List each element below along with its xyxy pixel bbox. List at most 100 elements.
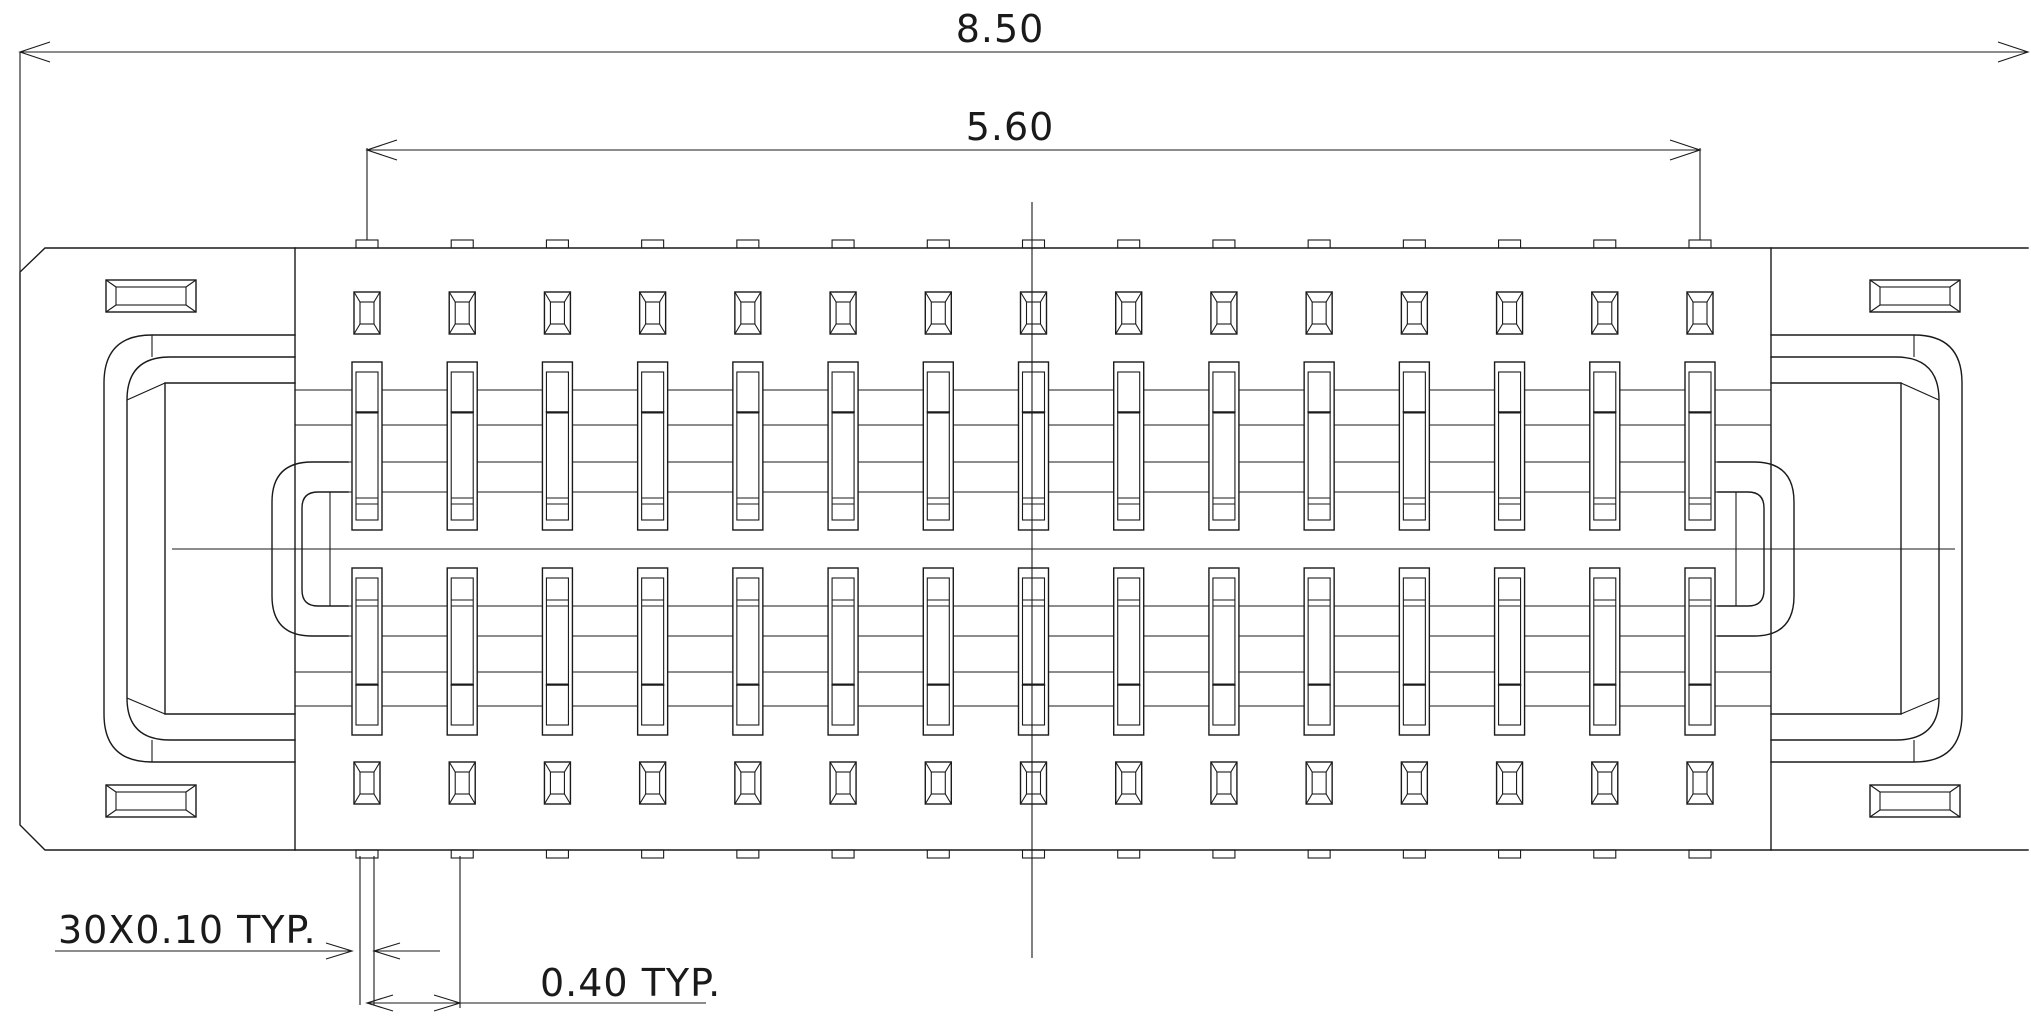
contact-pad-top <box>734 291 762 335</box>
contact-pad-bottom <box>924 761 952 805</box>
pin-tail-bottom <box>1117 849 1141 859</box>
contact-pad-top <box>1019 291 1048 335</box>
contact-lower <box>1208 567 1240 736</box>
contact-pad-top <box>1686 291 1714 335</box>
pin-tail-top <box>1688 239 1712 249</box>
contact-pad-top <box>1115 291 1143 335</box>
pin-tail-top <box>1117 239 1141 249</box>
contact-upper <box>1398 361 1431 531</box>
contact-pad-top <box>1400 291 1429 335</box>
pin-tail-bottom <box>1688 849 1712 859</box>
contact-upper <box>446 361 478 531</box>
contact-lower <box>1589 567 1621 736</box>
hold-down-pad-bottom-right <box>1869 784 1961 818</box>
contact-pad-bottom <box>638 761 667 805</box>
contact-pad-top <box>448 291 476 335</box>
contact-pad-top <box>1210 291 1238 335</box>
pin-tail-top <box>926 239 950 249</box>
pin-tail-bottom <box>1021 849 1046 859</box>
pin-tail-bottom <box>355 849 379 859</box>
contact-pad-bottom <box>1686 761 1714 805</box>
contact-pad-bottom <box>1305 761 1333 805</box>
pin-tail-bottom <box>1593 849 1617 859</box>
pitch-label: 0.40 TYP. <box>540 961 721 1005</box>
contact-lower <box>1493 567 1526 736</box>
pin-span-dimension: 5.60 <box>365 105 1702 240</box>
contact-pad-bottom <box>734 761 762 805</box>
pin-tail-top <box>545 239 569 249</box>
hold-down-pads <box>105 279 1961 818</box>
contact-upper <box>351 361 383 531</box>
contact-lower <box>541 567 574 736</box>
contact-pad-top <box>924 291 952 335</box>
hold-down-pad-top-left <box>105 279 197 313</box>
hold-down-pad-top-right <box>1869 279 1961 313</box>
contact-upper <box>1303 361 1335 531</box>
contact-upper <box>922 361 954 531</box>
contact-pad-top <box>543 291 572 335</box>
contact-pad-top <box>829 291 857 335</box>
contact-pad-bottom <box>448 761 476 805</box>
pin-tail-top <box>1498 239 1522 249</box>
contact-upper <box>1493 361 1526 531</box>
pin-tail-bottom <box>545 849 569 859</box>
contact-upper <box>732 361 764 531</box>
pin-tail-bottom <box>450 849 474 859</box>
pin-tail-top <box>641 239 665 249</box>
contact-lower <box>1684 567 1716 736</box>
pin-tail-bottom <box>926 849 950 859</box>
contact-lower <box>827 567 859 736</box>
contact-lower <box>922 567 954 736</box>
pitch-dimension: 0.40 TYP. <box>365 856 721 1012</box>
pin-tail-bottom <box>831 849 855 859</box>
contact-pad-top <box>1305 291 1333 335</box>
contact-pad-bottom <box>1115 761 1143 805</box>
contact-pad-bottom <box>1019 761 1048 805</box>
contact-lower <box>351 567 383 736</box>
contact-lower <box>446 567 478 736</box>
contact-lower <box>1398 567 1431 736</box>
pin-tail-top <box>831 239 855 249</box>
contact-upper <box>541 361 574 531</box>
contact-lower <box>732 567 764 736</box>
contact-pad-bottom <box>829 761 857 805</box>
contact-upper <box>636 361 669 531</box>
pin-tail-top <box>736 239 760 249</box>
contact-pad-top <box>1495 291 1524 335</box>
pin-tail-top <box>1212 239 1236 249</box>
hold-down-pad-bottom-left <box>105 784 197 818</box>
contact-lower <box>1113 567 1145 736</box>
pin-tail-top <box>1307 239 1331 249</box>
pin-tail-bottom <box>641 849 665 859</box>
pin-tail-top <box>1021 239 1046 249</box>
contact-pad-bottom <box>543 761 572 805</box>
contact-upper <box>1113 361 1145 531</box>
overall-width-label: 8.50 <box>956 7 1045 51</box>
contact-pad-top <box>1591 291 1619 335</box>
contact-pad-bottom <box>353 761 381 805</box>
centerlines <box>172 202 1955 958</box>
pin-tail-top <box>450 239 474 249</box>
contact-upper <box>1589 361 1621 531</box>
contact-lower <box>1017 567 1050 736</box>
pin-tail-bottom <box>1212 849 1236 859</box>
pin-width-label: 30X0.10 TYP. <box>58 908 317 952</box>
contact-pad-bottom <box>1495 761 1524 805</box>
contact-lower <box>636 567 669 736</box>
contact-pad-top <box>353 291 381 335</box>
contact-pad-bottom <box>1400 761 1429 805</box>
contact-pins <box>351 239 1716 859</box>
contact-pad-bottom <box>1591 761 1619 805</box>
pin-tail-top <box>1593 239 1617 249</box>
overall-width-dimension: 8.50 <box>18 7 2030 272</box>
contact-pad-bottom <box>1210 761 1238 805</box>
pin-tail-top <box>1402 239 1426 249</box>
pin-tail-bottom <box>1498 849 1522 859</box>
contact-upper <box>827 361 859 531</box>
pin-tail-bottom <box>1307 849 1331 859</box>
contact-lower <box>1303 567 1335 736</box>
pin-tail-top <box>355 239 379 249</box>
pin-tail-bottom <box>736 849 760 859</box>
contact-upper <box>1017 361 1050 531</box>
